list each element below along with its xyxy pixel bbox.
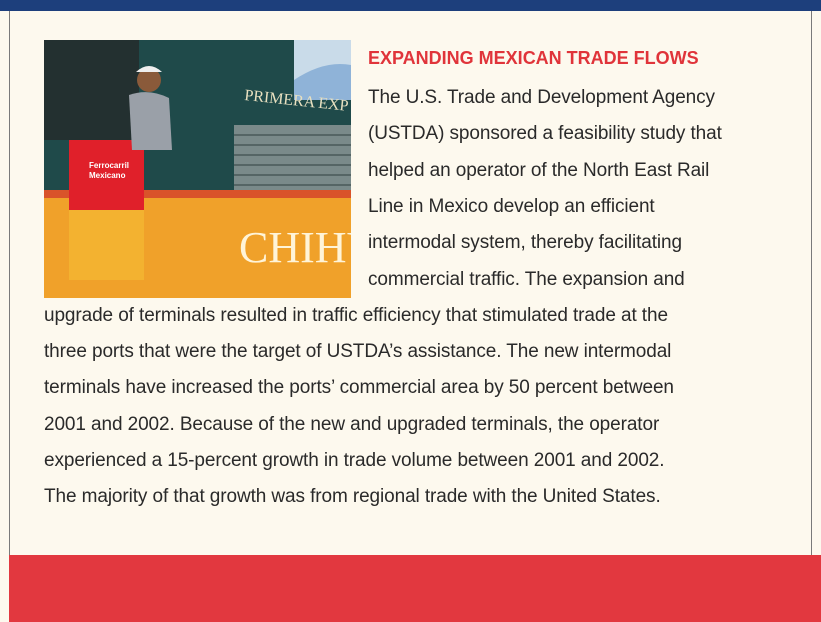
body-line: The majority of that growth was from reg… [44, 486, 661, 508]
photo-text: Mexicano [89, 171, 126, 180]
title: EXPANDING MEXICAN TRADE FLOWS [368, 48, 699, 68]
body-line: (USTDA) sponsored a feasibility study th… [368, 123, 722, 145]
body-line: terminals have increased the ports’ comm… [44, 377, 674, 399]
body-line: helped an operator of the North East Rai… [368, 159, 710, 181]
body-line: The U.S. Trade and Development Agency [368, 87, 715, 108]
body-line: commercial traffic. The expansion and [368, 268, 685, 290]
photo-text: Ferrocarril [89, 161, 129, 170]
body-line: experienced a 15-percent growth in trade… [44, 450, 665, 471]
body-line: 2001 and 2002. Because of the new and up… [44, 413, 660, 435]
body-line: upgrade of terminals resulted in traffic… [44, 304, 668, 326]
photo: PRIMERA EXP CHIHU Ferrocarril Mexicano [44, 40, 351, 298]
bottom-bar [9, 555, 821, 622]
top-bar [0, 0, 821, 11]
border-line [9, 11, 10, 555]
border-line [811, 11, 812, 555]
body-line: three ports that were the target of USTD… [44, 341, 672, 363]
body-line: intermodal system, thereby facilitating [368, 232, 682, 254]
photo-text: CHIHU [239, 223, 351, 272]
body-line: Line in Mexico develop an efficient [368, 195, 655, 217]
